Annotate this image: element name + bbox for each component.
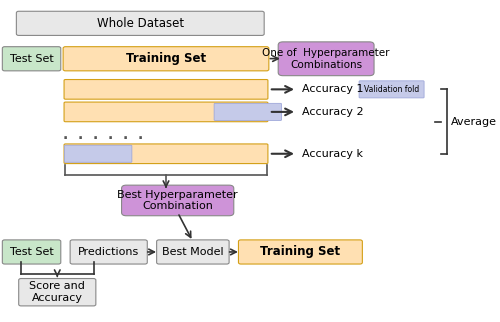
Text: Accuracy k: Accuracy k xyxy=(302,149,362,159)
FancyBboxPatch shape xyxy=(16,11,264,35)
Text: Training Set: Training Set xyxy=(126,52,206,65)
FancyBboxPatch shape xyxy=(359,81,424,98)
FancyBboxPatch shape xyxy=(238,240,362,264)
Text: Predictions: Predictions xyxy=(78,247,140,257)
Text: Test Set: Test Set xyxy=(10,247,54,257)
FancyBboxPatch shape xyxy=(64,144,268,164)
FancyBboxPatch shape xyxy=(64,145,132,162)
FancyBboxPatch shape xyxy=(70,240,148,264)
FancyBboxPatch shape xyxy=(2,47,61,71)
FancyBboxPatch shape xyxy=(64,80,268,99)
Text: Best Model: Best Model xyxy=(162,247,224,257)
Text: Training Set: Training Set xyxy=(260,245,340,259)
FancyBboxPatch shape xyxy=(63,47,269,71)
Text: Whole Dataset: Whole Dataset xyxy=(96,17,184,30)
FancyBboxPatch shape xyxy=(278,42,374,76)
FancyBboxPatch shape xyxy=(18,279,96,306)
Text: ·  ·  ·  ·  ·  ·: · · · · · · xyxy=(62,132,143,146)
Text: Validation fold: Validation fold xyxy=(364,85,419,94)
FancyBboxPatch shape xyxy=(122,185,234,216)
Text: Test Set: Test Set xyxy=(10,54,54,64)
Text: Accuracy 1: Accuracy 1 xyxy=(302,84,363,94)
FancyBboxPatch shape xyxy=(214,103,282,120)
Text: One of  Hyperparameter
Combinations: One of Hyperparameter Combinations xyxy=(262,48,390,70)
FancyBboxPatch shape xyxy=(64,102,268,122)
Text: Average: Average xyxy=(451,117,497,127)
Text: Best Hyperparameter
Combination: Best Hyperparameter Combination xyxy=(118,190,238,211)
FancyBboxPatch shape xyxy=(156,240,229,264)
Text: Accuracy 2: Accuracy 2 xyxy=(302,107,363,117)
Text: Score and
Accuracy: Score and Accuracy xyxy=(30,281,85,303)
FancyBboxPatch shape xyxy=(2,240,61,264)
